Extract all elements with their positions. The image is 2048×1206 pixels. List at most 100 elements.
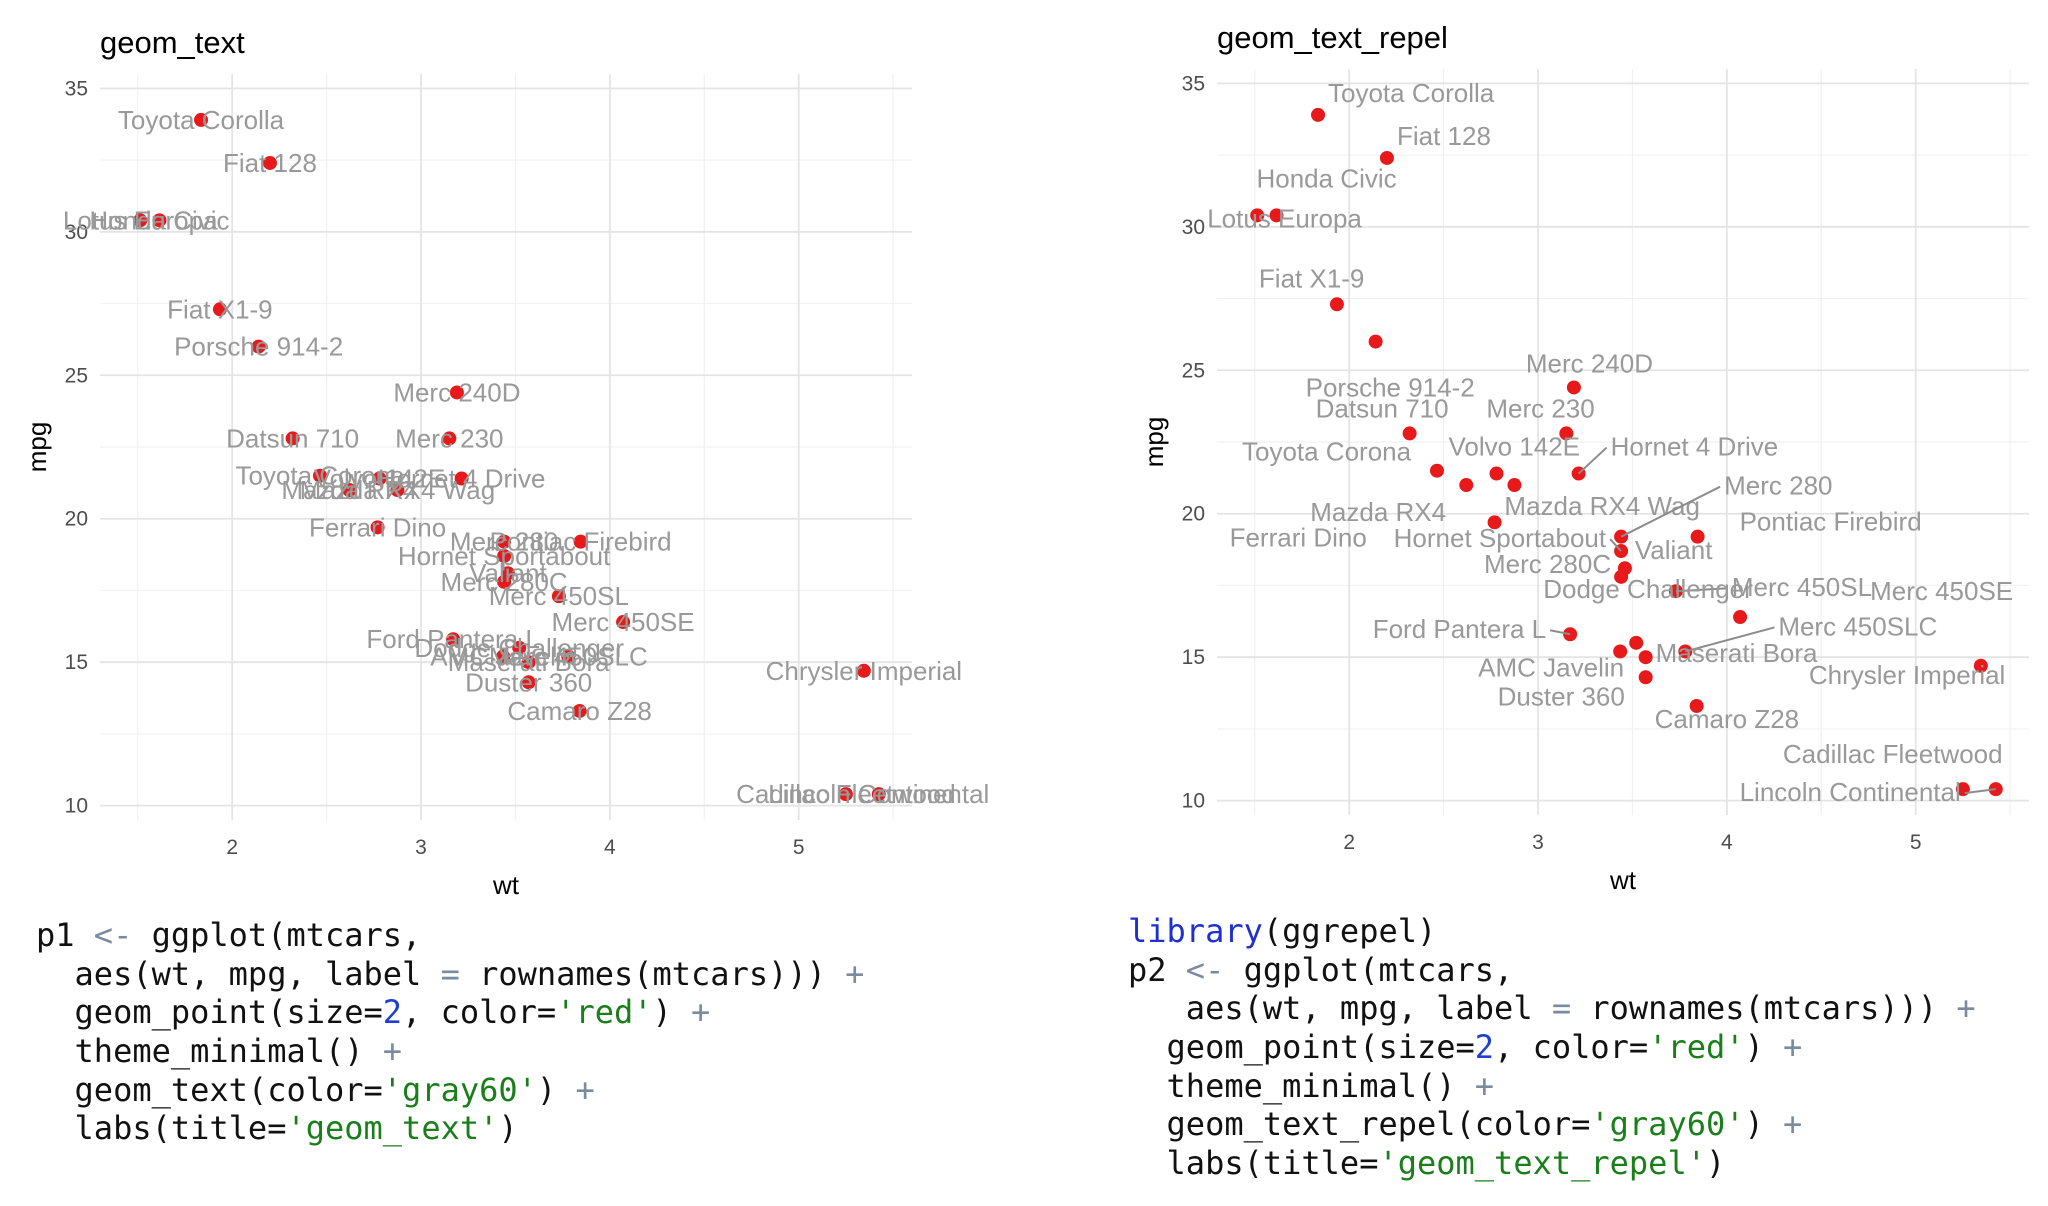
y-tick-label: 10 bbox=[1182, 790, 1205, 813]
y-tick-label: 25 bbox=[65, 364, 88, 387]
code-token: labs(title= bbox=[1128, 1144, 1379, 1183]
code-token: ) bbox=[498, 1109, 518, 1148]
point-label: Merc 450SL bbox=[489, 581, 629, 611]
data-point bbox=[1250, 208, 1265, 223]
x-tick-label: 4 bbox=[1721, 831, 1733, 854]
point-label: Ferrari Dino bbox=[309, 512, 446, 542]
point-label: Cadillac Fleetwood bbox=[736, 779, 956, 809]
point-label: Mazda RX4 Wag bbox=[1504, 491, 1700, 521]
data-point bbox=[370, 520, 385, 535]
data-point bbox=[573, 534, 588, 549]
code-token: p1 bbox=[36, 916, 94, 954]
point-label: Dodge Challenger bbox=[1543, 574, 1753, 604]
data-point bbox=[1507, 478, 1522, 493]
code-token: + bbox=[1956, 989, 1976, 1028]
point-label: Mazda RX4 bbox=[1310, 497, 1446, 527]
data-point bbox=[871, 787, 886, 802]
point-label: Hornet 4 Drive bbox=[378, 464, 546, 494]
y-tick-label: 25 bbox=[1182, 359, 1205, 382]
data-point bbox=[251, 339, 266, 354]
data-point bbox=[496, 649, 511, 664]
code-left-line: geom_point(size=2, color='red') + bbox=[36, 993, 864, 1032]
y-tick-label: 20 bbox=[65, 508, 88, 531]
code-token: ) bbox=[536, 1070, 576, 1109]
chart-geom-text: 2 3 4 5 10 15 20 25 30 35 wt mpg geom_text Toyota Cor… bbox=[22, 25, 989, 900]
data-point bbox=[572, 703, 587, 718]
code-token: 'gray60' bbox=[1590, 1105, 1745, 1144]
point-label: Porsche 914-2 bbox=[174, 332, 343, 362]
data-point bbox=[1638, 650, 1653, 665]
data-point bbox=[1379, 150, 1394, 165]
code-token: = bbox=[1551, 989, 1572, 1028]
point-label: Ferrari Dino bbox=[1230, 522, 1367, 552]
code-token: 'geom_text_repel' bbox=[1378, 1144, 1706, 1183]
code-token: + bbox=[845, 954, 865, 993]
code-token: 2 bbox=[382, 993, 403, 1032]
point-label: Toyota Corolla bbox=[1328, 78, 1495, 108]
code-left-line: labs(title='geom_text') bbox=[36, 1109, 864, 1148]
point-label: Merc 280C bbox=[441, 567, 568, 597]
point-label: Duster 360 bbox=[465, 667, 592, 697]
data-point bbox=[1269, 208, 1284, 223]
x-tick-label: 4 bbox=[604, 836, 616, 859]
label-leader-line bbox=[1675, 587, 1728, 593]
data-point bbox=[1559, 426, 1574, 441]
point-label: Merc 280C bbox=[1484, 549, 1611, 579]
y-tick-label: 30 bbox=[1182, 216, 1205, 239]
code-token: rownames(mtcars))) bbox=[1571, 989, 1957, 1028]
point-label: Pontiac Firebird bbox=[1740, 507, 1922, 537]
data-point bbox=[442, 431, 457, 446]
data-point bbox=[133, 213, 148, 228]
y-axis-title: mpg bbox=[1139, 417, 1169, 468]
code-token: theme_minimal() bbox=[1128, 1066, 1475, 1105]
code-left-line: geom_text(color='gray60') + bbox=[36, 1071, 864, 1110]
point-label: Hornet Sportabout bbox=[398, 541, 611, 571]
data-point bbox=[551, 589, 566, 604]
code-token: geom_point(size= bbox=[36, 993, 383, 1032]
code-right-line: theme_minimal() + bbox=[1128, 1067, 1976, 1106]
y-axis-title: mpg bbox=[22, 422, 52, 473]
data-point bbox=[1629, 635, 1644, 650]
data-point bbox=[1311, 107, 1326, 122]
code-token: + bbox=[1783, 1105, 1803, 1144]
data-point bbox=[1613, 644, 1628, 659]
data-point bbox=[838, 787, 853, 802]
code-token: geom_text(color= bbox=[36, 1070, 383, 1109]
data-point bbox=[1689, 698, 1704, 713]
code-token: ) bbox=[652, 993, 692, 1032]
label-leader-line bbox=[1620, 485, 1721, 538]
x-tick-label: 3 bbox=[1532, 831, 1544, 854]
point-label: Merc 280 bbox=[1724, 471, 1832, 501]
code-token: + bbox=[1474, 1066, 1495, 1105]
chart-title: geom_text_repel bbox=[1217, 20, 1448, 55]
data-point bbox=[1733, 610, 1748, 625]
code-token: 'red' bbox=[556, 993, 653, 1032]
point-label: Merc 240D bbox=[1526, 348, 1653, 378]
data-point bbox=[449, 385, 464, 400]
data-point bbox=[454, 471, 469, 486]
point-label: Lincoln Continental bbox=[768, 779, 989, 809]
point-label: Toyota Corona bbox=[1242, 437, 1412, 467]
label-leader-line bbox=[1577, 446, 1608, 475]
code-token: , color= bbox=[1494, 1028, 1649, 1067]
point-label: Fiat X1-9 bbox=[167, 294, 273, 324]
data-point bbox=[285, 431, 300, 446]
code-token: aes(wt, mpg, label bbox=[36, 954, 441, 993]
code-token: , color= bbox=[402, 993, 557, 1032]
point-label: AMC Javelin bbox=[430, 641, 576, 671]
data-point bbox=[1429, 463, 1444, 478]
point-label: Fiat 128 bbox=[1397, 121, 1491, 151]
data-point bbox=[312, 468, 327, 483]
x-axis-title: wt bbox=[1609, 865, 1637, 895]
point-label: Merc 450SLC bbox=[1778, 611, 1937, 641]
y-tick-label: 20 bbox=[1182, 503, 1205, 526]
code-token: (ggrepel) bbox=[1262, 912, 1437, 950]
x-tick-label: 2 bbox=[226, 836, 238, 859]
y-tick-label: 10 bbox=[65, 795, 88, 818]
point-label: Ford Pantera L bbox=[1373, 614, 1546, 644]
x-tick-label: 2 bbox=[1343, 831, 1355, 854]
point-label: Merc 450SLC bbox=[489, 641, 648, 671]
point-label: Camaro Z28 bbox=[1655, 704, 1800, 734]
point-label: Merc 240D bbox=[393, 377, 520, 407]
point-label: Datsun 710 bbox=[1316, 393, 1449, 423]
